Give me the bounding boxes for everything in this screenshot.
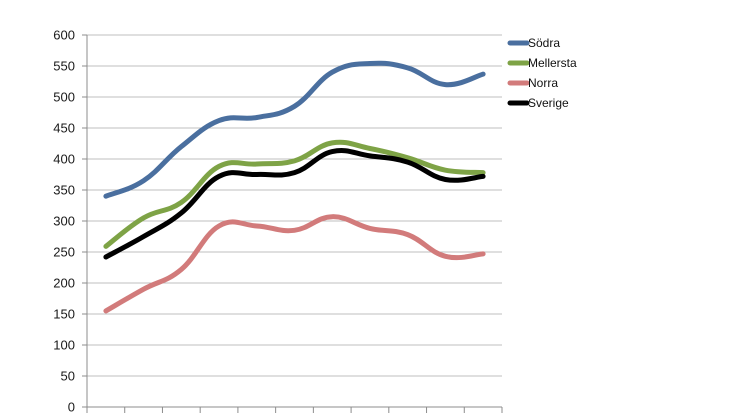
legend-label-sverige: Sverige: [528, 96, 569, 110]
y-tick-label: 50: [61, 369, 75, 384]
legend-label-norra: Norra: [528, 76, 558, 90]
y-tick-label: 550: [53, 59, 75, 74]
y-tick-label: 100: [53, 338, 75, 353]
y-tick-label: 450: [53, 121, 75, 136]
series-line-s-dra: [103, 60, 486, 199]
y-tick-label: 400: [53, 152, 75, 167]
axes: [82, 34, 503, 413]
y-tick-label: 600: [53, 28, 75, 43]
y-tick-label: 300: [53, 214, 75, 229]
y-tick-label: 150: [53, 307, 75, 322]
gridlines: [87, 34, 502, 377]
series-line-sverige: [103, 148, 486, 260]
legend: Södra Mellersta Norra Sverige: [507, 36, 577, 110]
y-tick-label: 350: [53, 183, 75, 198]
legend-label-mellersta: Mellersta: [528, 56, 577, 70]
series-line-mellersta: [103, 139, 486, 249]
y-tick-label: 250: [53, 245, 75, 260]
y-axis-tick-labels: 0 50 100 150 200 250 300 350 400 450 500 550 600: [53, 28, 75, 413]
series-line-norra: [103, 214, 486, 314]
y-tick-label: 200: [53, 276, 75, 291]
series-lines: [103, 60, 486, 314]
y-tick-label: 500: [53, 90, 75, 105]
y-tick-label: 0: [68, 400, 75, 413]
legend-label-s-dra: Södra: [528, 36, 560, 50]
